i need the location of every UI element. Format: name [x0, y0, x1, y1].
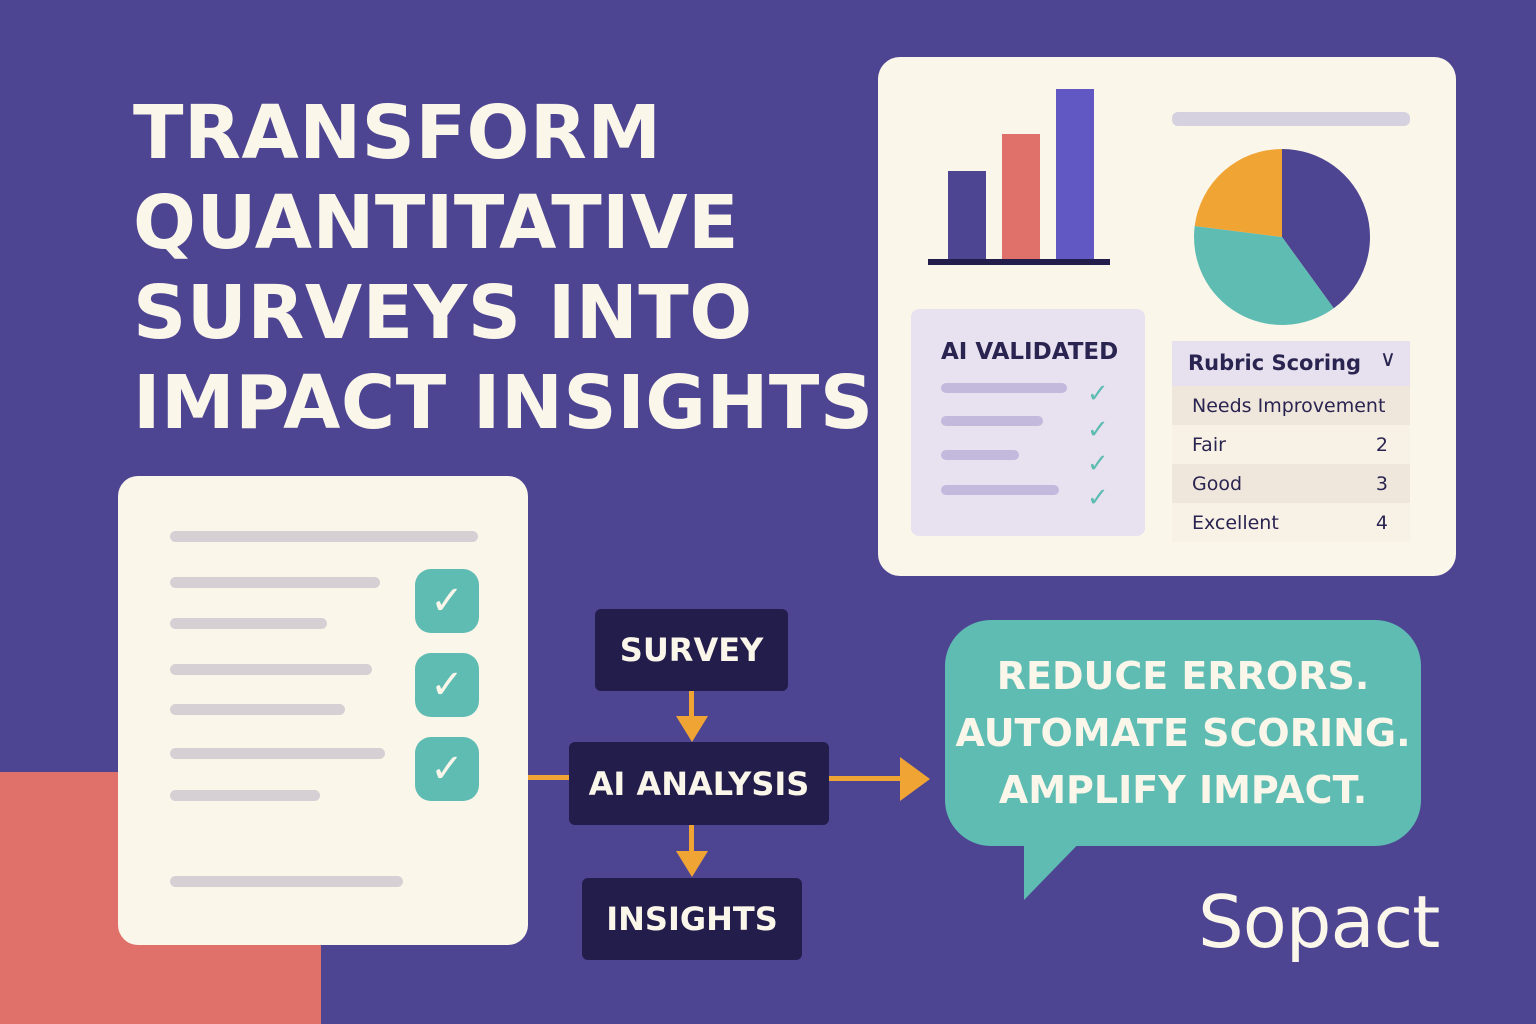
ai-validated-title: AI VALIDATED [941, 339, 1119, 365]
bar-chart [928, 89, 1110, 265]
pie-slice-1 [1282, 149, 1370, 309]
arrow-right-icon [900, 757, 930, 801]
rubric-rows: Needs Improvement Fair 2 Good 3 Excellen… [1172, 386, 1410, 542]
rubric-label: Fair [1192, 434, 1226, 456]
rubric-label: Excellent [1192, 512, 1279, 534]
rubric-row-needs-improvement: Needs Improvement [1172, 386, 1410, 425]
rubric-label: Good [1192, 473, 1243, 495]
form-question-line [170, 664, 372, 675]
chevron-down-icon: ∨ [1379, 347, 1396, 372]
rubric-row-fair: Fair 2 [1172, 425, 1410, 464]
speech-bubble-tail [1024, 832, 1090, 900]
speech-bubble: REDUCE ERRORS. AUTOMATE SCORING. AMPLIFY… [945, 620, 1421, 846]
bubble-line-3: AMPLIFY IMPACT. [998, 767, 1368, 812]
bar-2 [1002, 134, 1040, 259]
bar-1 [948, 171, 986, 259]
checkmark-icon: ✓ [1087, 415, 1109, 445]
sopact-logo: Sopact [1198, 880, 1440, 964]
headline-line-2: QUANTITATIVE [133, 180, 740, 266]
headline-line-3: SURVEYS INTO [133, 270, 753, 356]
flow-step-insights: INSIGHTS [582, 878, 802, 960]
dashboard-header-placeholder [1172, 112, 1410, 126]
connector-line-form-to-analysis [528, 775, 570, 780]
arrow-analysis-to-insights-line [689, 825, 694, 853]
validated-item-line [941, 383, 1067, 393]
bubble-line-2: AUTOMATE SCORING. [955, 710, 1411, 755]
rubric-row-excellent: Excellent 4 [1172, 503, 1410, 542]
form-answer-line [170, 790, 320, 801]
rubric-score: 4 [1375, 512, 1388, 534]
checkmark-icon: ✓ [1087, 483, 1109, 513]
arrow-down-icon [676, 716, 708, 742]
headline-line-1: TRANSFORM [133, 90, 662, 176]
form-question-line [170, 577, 380, 588]
pie-slice-3 [1194, 149, 1282, 237]
survey-form-card: ✓ ✓ ✓ [118, 476, 528, 945]
validated-item-line [941, 416, 1043, 426]
bar-chart-baseline [928, 259, 1110, 265]
form-title-placeholder [170, 531, 478, 542]
rubric-scoring-table: Rubric Scoring ∨ Needs Improvement Fair … [1172, 341, 1410, 542]
checkbox-checked-icon[interactable]: ✓ [415, 653, 479, 717]
form-answer-line [170, 618, 327, 629]
checkbox-checked-icon[interactable]: ✓ [415, 737, 479, 801]
checkbox-checked-icon[interactable]: ✓ [415, 569, 479, 633]
headline-line-4: IMPACT INSIGHTS [133, 360, 874, 446]
checkmark-icon: ✓ [1087, 449, 1109, 479]
rubric-score: 2 [1375, 434, 1388, 456]
headline: TRANSFORM QUANTITATIVE SURVEYS INTO IMPA… [133, 88, 874, 448]
pie-slice-2 [1194, 225, 1334, 325]
form-question-line [170, 748, 385, 759]
bubble-line-1: REDUCE ERRORS. [996, 653, 1370, 698]
form-footer-placeholder [170, 876, 403, 887]
validated-item-line [941, 450, 1019, 460]
rubric-label: Needs Improvement [1192, 395, 1386, 417]
arrow-analysis-to-bubble-line [829, 776, 903, 781]
flow-step-survey: SURVEY [595, 609, 788, 691]
checkmark-icon: ✓ [1087, 379, 1109, 409]
dashboard-card: AI VALIDATED ✓ ✓ ✓ ✓ Rubric Scoring ∨ Ne… [878, 57, 1456, 576]
ai-validated-card: AI VALIDATED ✓ ✓ ✓ ✓ [911, 309, 1145, 536]
arrow-survey-to-analysis-line [689, 691, 694, 719]
flow-step-ai-analysis: AI ANALYSIS [569, 742, 829, 825]
rubric-row-good: Good 3 [1172, 464, 1410, 503]
rubric-score: 3 [1375, 473, 1388, 495]
rubric-header[interactable]: Rubric Scoring ∨ [1172, 341, 1410, 386]
arrow-down-icon [676, 851, 708, 877]
pie-chart [1194, 149, 1370, 325]
bar-3 [1056, 89, 1094, 259]
validated-item-line [941, 485, 1059, 495]
form-answer-line [170, 704, 345, 715]
rubric-title: Rubric Scoring [1188, 351, 1362, 375]
